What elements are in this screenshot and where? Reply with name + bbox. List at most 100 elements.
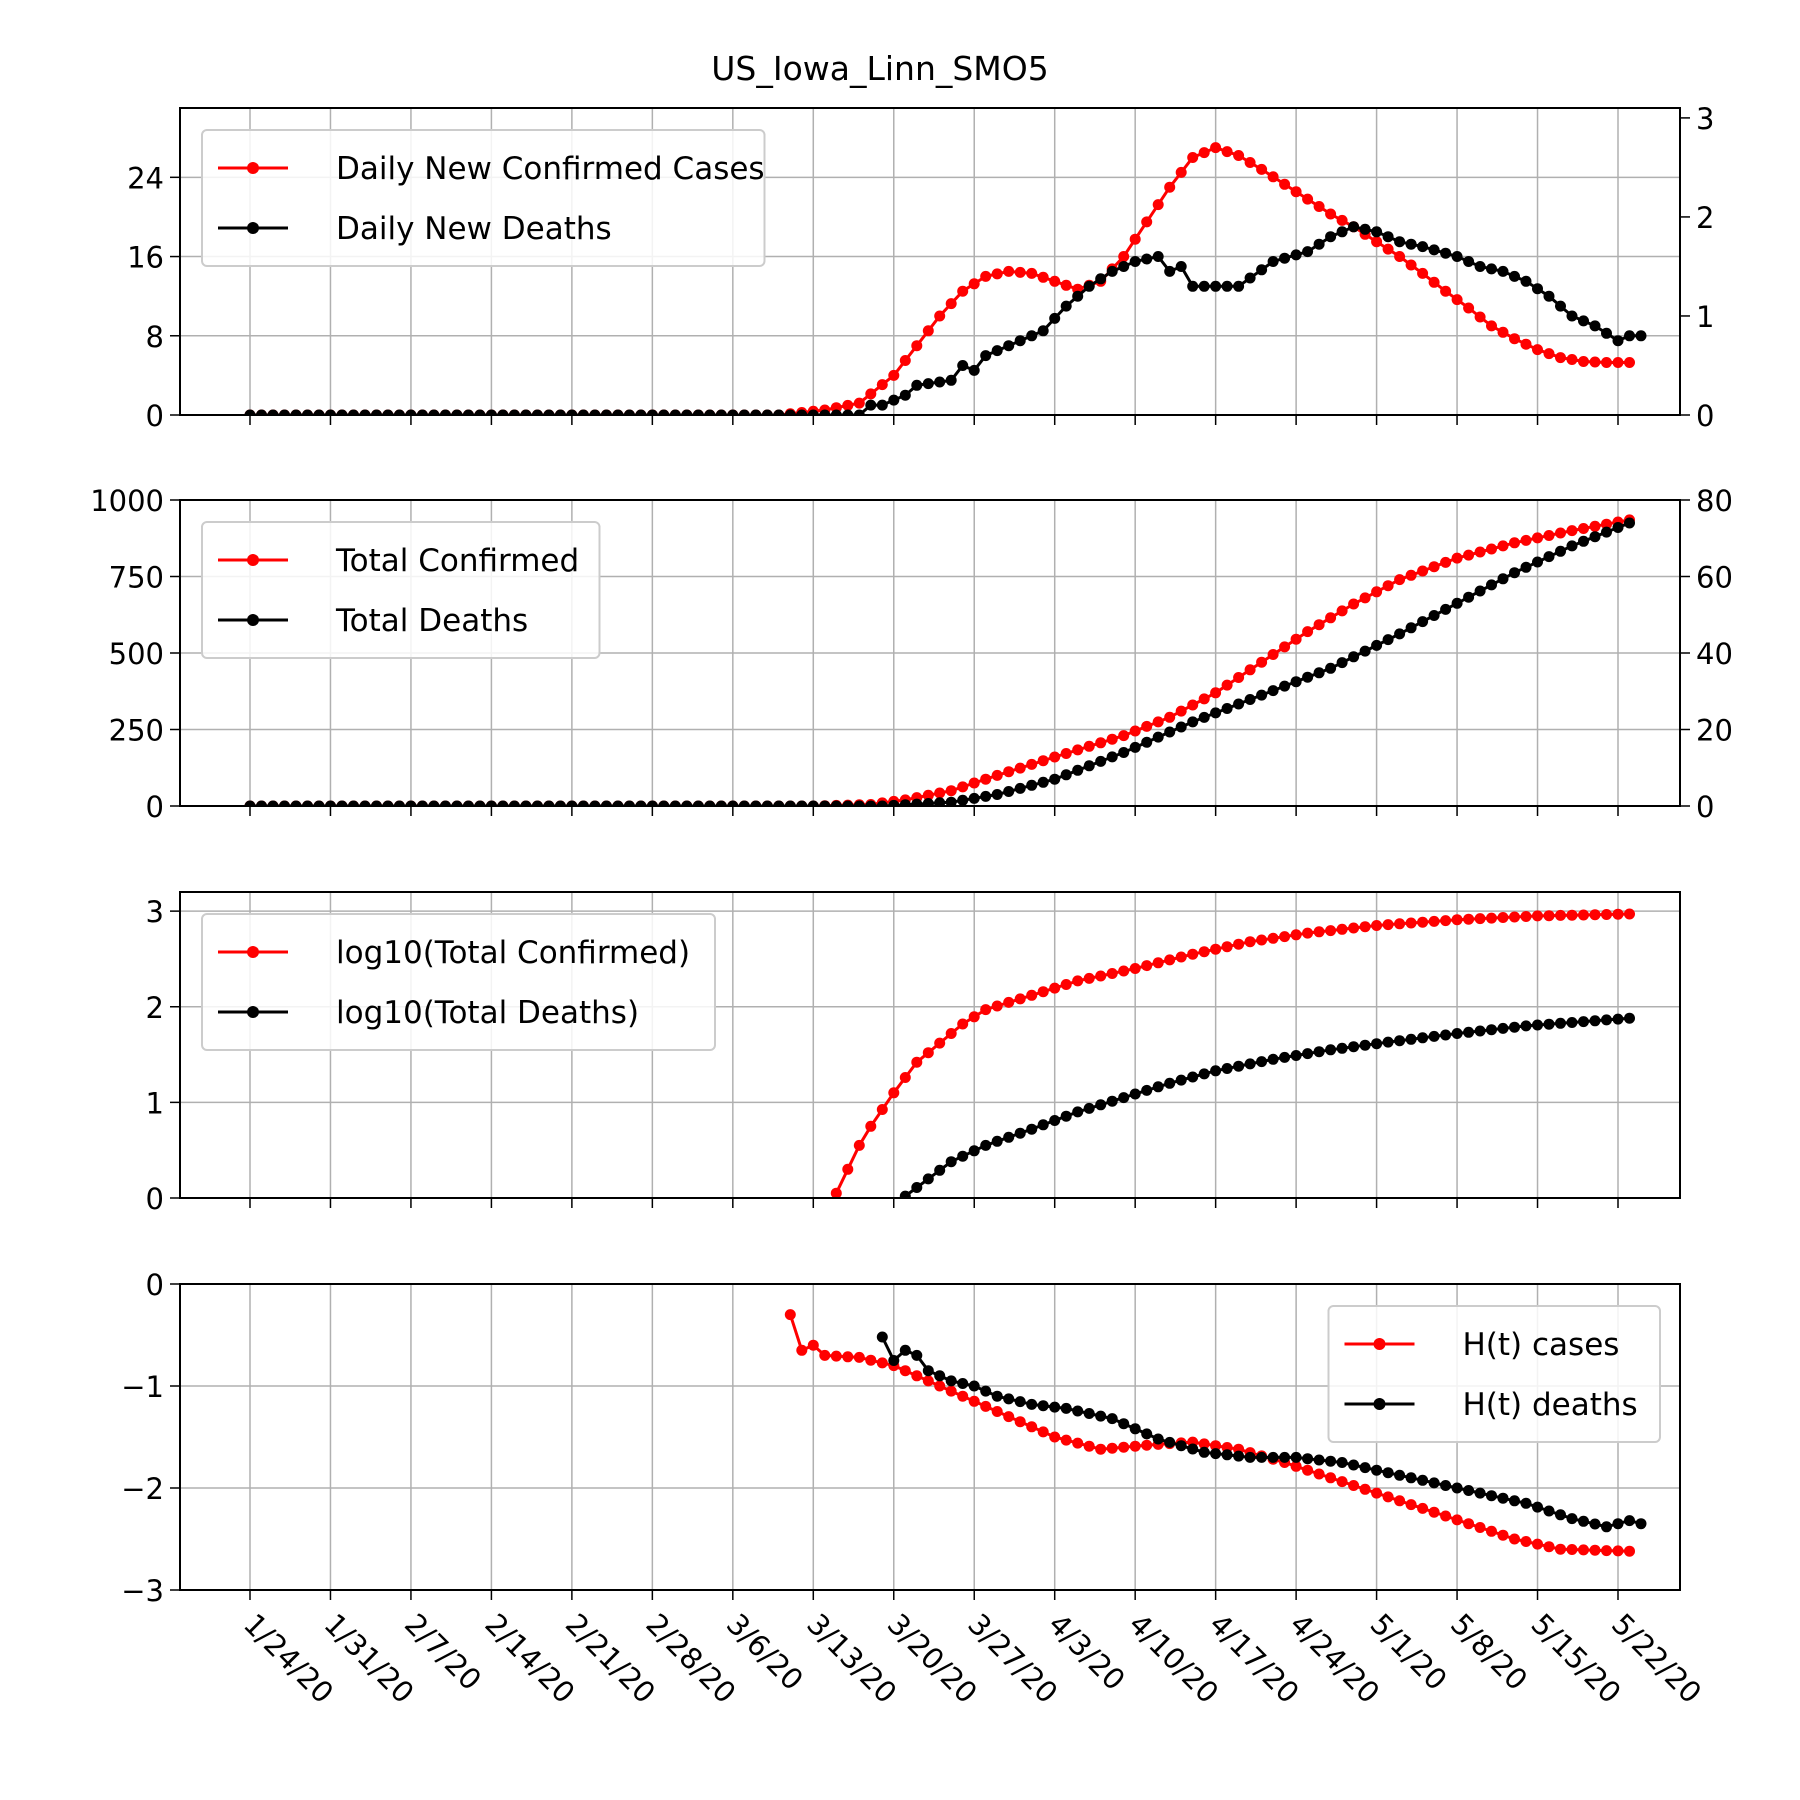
data-point <box>968 364 980 376</box>
data-point <box>980 1385 992 1397</box>
data-point <box>371 800 382 806</box>
data-point <box>1359 1483 1371 1495</box>
legend-swatch-marker <box>247 946 259 958</box>
data-point <box>1164 181 1176 193</box>
data-point <box>1440 556 1452 568</box>
data-point <box>934 376 946 388</box>
data-point <box>1049 275 1061 287</box>
data-point <box>462 409 474 415</box>
data-point <box>1371 1038 1383 1050</box>
data-point <box>888 394 900 406</box>
data-point <box>1325 925 1337 937</box>
data-point <box>1141 960 1153 972</box>
data-point <box>1371 236 1383 248</box>
data-point <box>1175 1074 1187 1086</box>
data-point <box>1152 1081 1164 1093</box>
y2-tick-label: 20 <box>1696 714 1733 748</box>
data-point <box>899 1072 911 1083</box>
data-point <box>750 800 762 806</box>
x-tick-label: 1/31/20 <box>318 1607 421 1710</box>
data-point <box>968 777 980 789</box>
data-point <box>911 798 923 806</box>
data-point <box>738 409 750 415</box>
x-tick-label: 5/15/20 <box>1525 1607 1628 1710</box>
data-point <box>727 800 739 806</box>
data-point <box>1405 569 1417 581</box>
data-point <box>1187 699 1199 711</box>
data-point <box>1566 1544 1578 1555</box>
data-point <box>1198 693 1210 705</box>
legend-label: Daily New Deaths <box>336 211 612 247</box>
data-point <box>899 1190 911 1198</box>
data-point <box>1210 687 1222 699</box>
data-point <box>497 800 509 806</box>
data-point <box>566 409 578 415</box>
data-point <box>577 409 589 415</box>
data-point <box>1072 1437 1084 1449</box>
data-point <box>1313 1046 1325 1058</box>
data-point <box>428 409 440 415</box>
data-point <box>1543 348 1555 360</box>
data-point <box>1601 1545 1612 1557</box>
data-point <box>807 800 819 806</box>
data-point <box>1049 1431 1061 1443</box>
data-point <box>842 800 854 806</box>
data-point <box>1141 1084 1153 1096</box>
data-point <box>853 397 865 409</box>
data-point <box>1279 680 1291 692</box>
data-point <box>1118 747 1130 758</box>
data-point <box>1532 532 1543 544</box>
data-point <box>911 1370 923 1382</box>
data-point <box>1601 518 1612 530</box>
data-point <box>1037 1400 1049 1412</box>
data-point <box>876 800 888 806</box>
data-point <box>1451 552 1463 564</box>
y2-tick-label: 1 <box>1696 300 1714 334</box>
data-point <box>1486 1490 1497 1502</box>
data-point <box>1083 740 1095 752</box>
data-point <box>1601 357 1612 368</box>
data-point <box>1451 1028 1463 1039</box>
data-point <box>945 1028 957 1039</box>
data-point <box>1210 707 1222 719</box>
data-point <box>1566 909 1578 921</box>
data-point <box>1083 1440 1095 1452</box>
data-point <box>1026 779 1038 791</box>
data-point <box>1083 760 1095 772</box>
data-point <box>1589 1518 1601 1530</box>
data-point <box>1348 598 1360 610</box>
data-point <box>1348 1041 1360 1053</box>
data-point <box>646 409 658 415</box>
data-point <box>1302 626 1314 638</box>
data-point <box>1336 226 1348 238</box>
data-point <box>1014 993 1026 1005</box>
data-point <box>911 1349 923 1361</box>
data-point <box>1003 786 1015 797</box>
series-Total Deaths <box>244 517 1635 806</box>
data-point <box>1141 720 1153 732</box>
data-point <box>1049 1401 1061 1413</box>
data-point <box>1486 579 1497 591</box>
data-point <box>658 409 670 415</box>
data-point <box>313 409 325 415</box>
y-tick-label: 0 <box>146 790 164 824</box>
data-point <box>497 409 509 415</box>
data-point <box>1290 1451 1302 1463</box>
data-point <box>1635 330 1647 342</box>
legend-swatch-marker <box>247 162 259 174</box>
data-point <box>1164 1077 1176 1089</box>
data-point <box>1428 610 1440 621</box>
data-point <box>1175 951 1187 963</box>
data-point <box>830 1187 842 1198</box>
data-point <box>819 800 831 806</box>
data-point <box>1049 751 1061 763</box>
data-point <box>957 360 969 371</box>
data-point <box>1267 1451 1279 1463</box>
data-point <box>991 769 1003 781</box>
axes-frame <box>179 499 1681 807</box>
data-point <box>1279 931 1291 943</box>
data-point <box>393 409 405 415</box>
data-point <box>1060 1402 1072 1414</box>
data-point <box>1095 273 1107 285</box>
data-point <box>313 800 325 806</box>
